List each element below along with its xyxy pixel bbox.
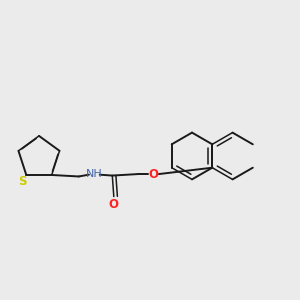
Text: O: O xyxy=(148,168,158,181)
Text: O: O xyxy=(109,198,119,211)
Text: S: S xyxy=(19,175,27,188)
Text: NH: NH xyxy=(86,169,103,179)
